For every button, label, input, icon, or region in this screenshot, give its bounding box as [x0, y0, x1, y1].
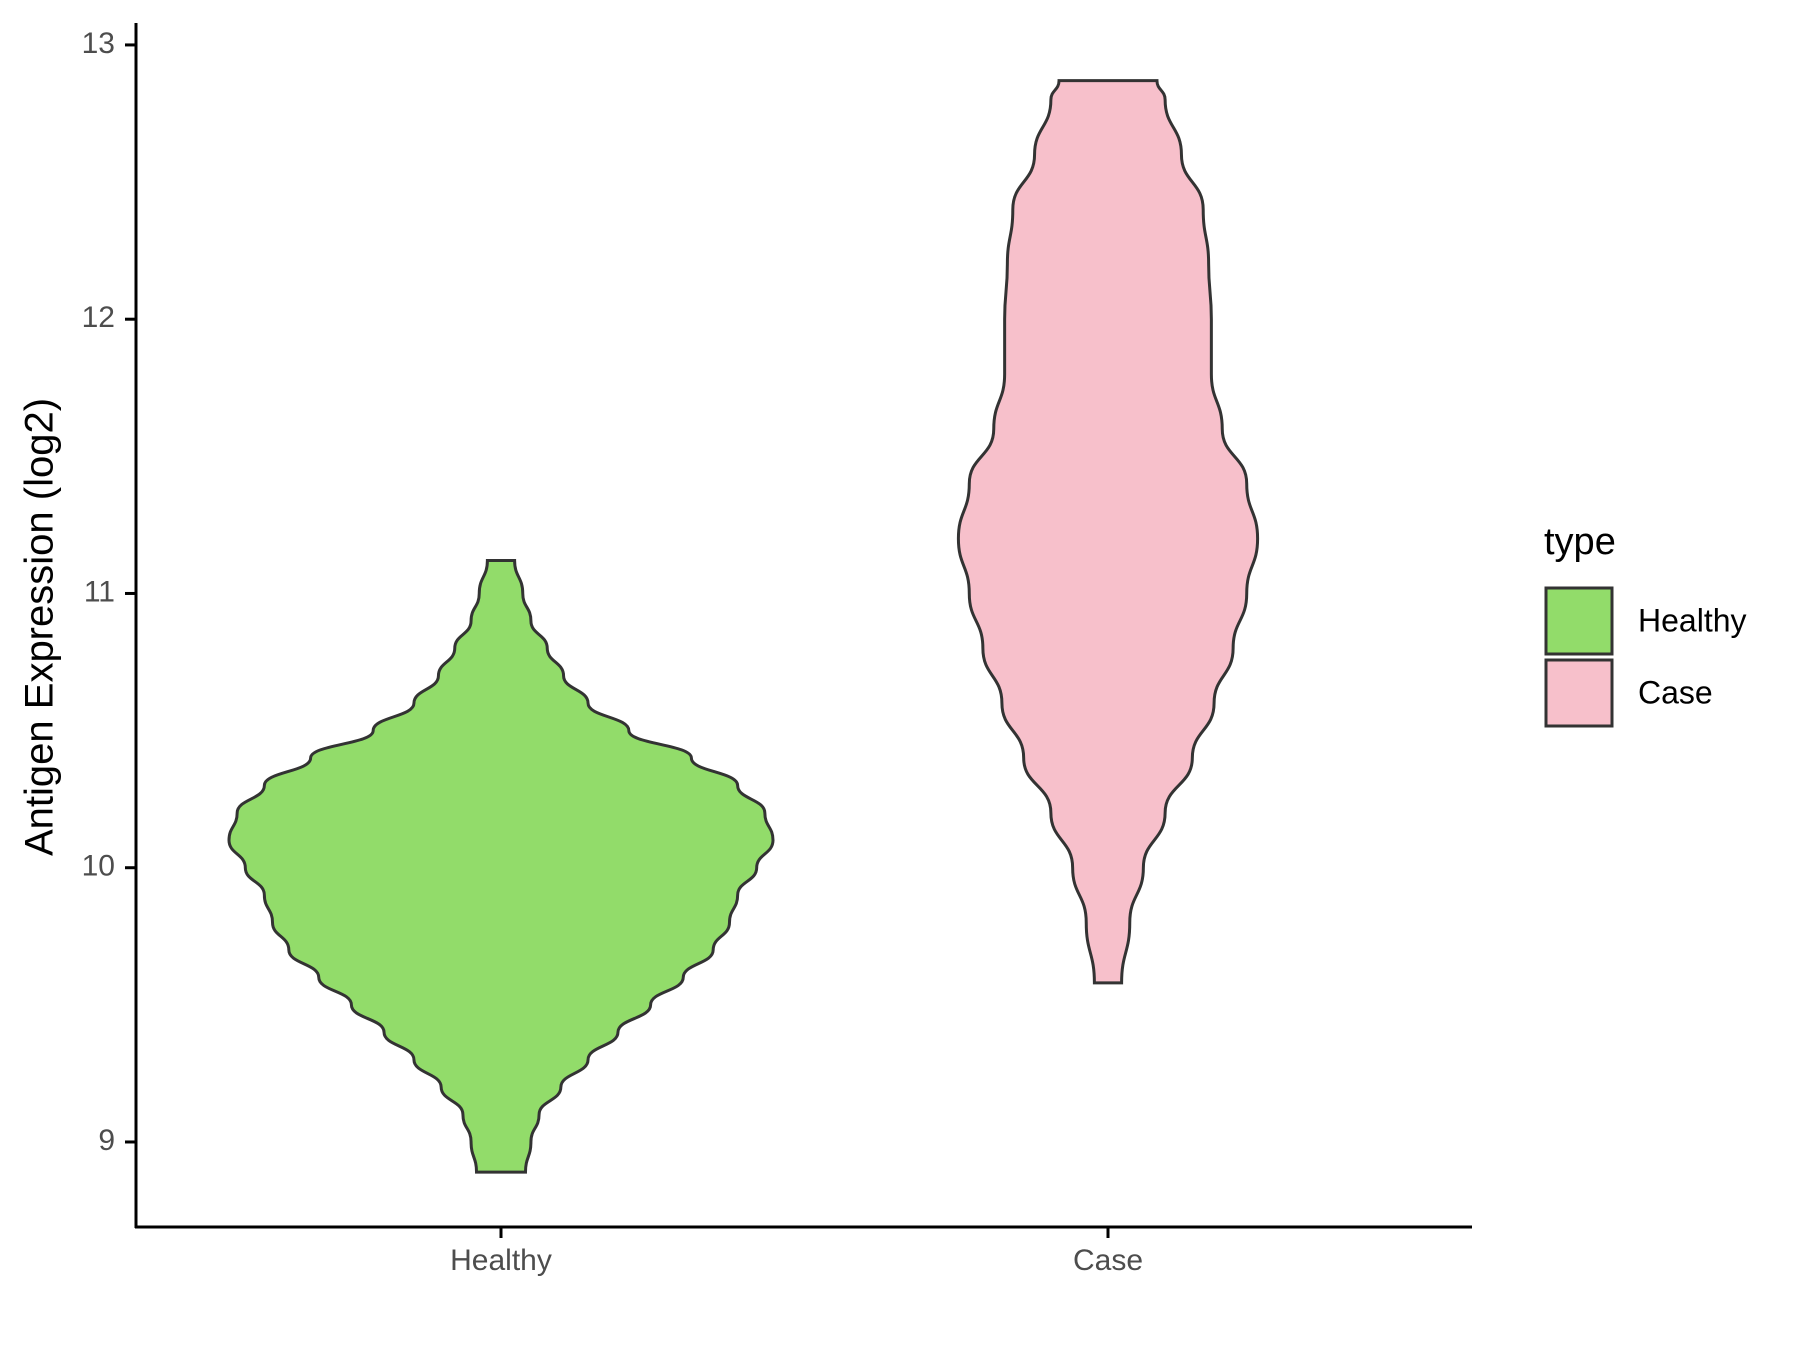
y-tick-label: 11 [84, 575, 115, 608]
x-tick-label: Healthy [450, 1244, 552, 1277]
violin [227, 559, 775, 1174]
legend-title: type [1544, 521, 1616, 563]
y-tick-label: 12 [82, 301, 115, 334]
y-tick-label: 9 [98, 1124, 115, 1157]
y-tick-label: 13 [82, 27, 115, 60]
violin [956, 79, 1260, 985]
legend-label: Healthy [1638, 602, 1747, 638]
y-tick-label: 10 [82, 850, 115, 883]
legend-key [1544, 586, 1614, 656]
x-tick-label: Case [1073, 1244, 1143, 1277]
legend-key [1544, 658, 1614, 728]
y-axis-title: Antigen Expression (log2) [18, 398, 62, 856]
legend-label: Case [1638, 674, 1713, 710]
